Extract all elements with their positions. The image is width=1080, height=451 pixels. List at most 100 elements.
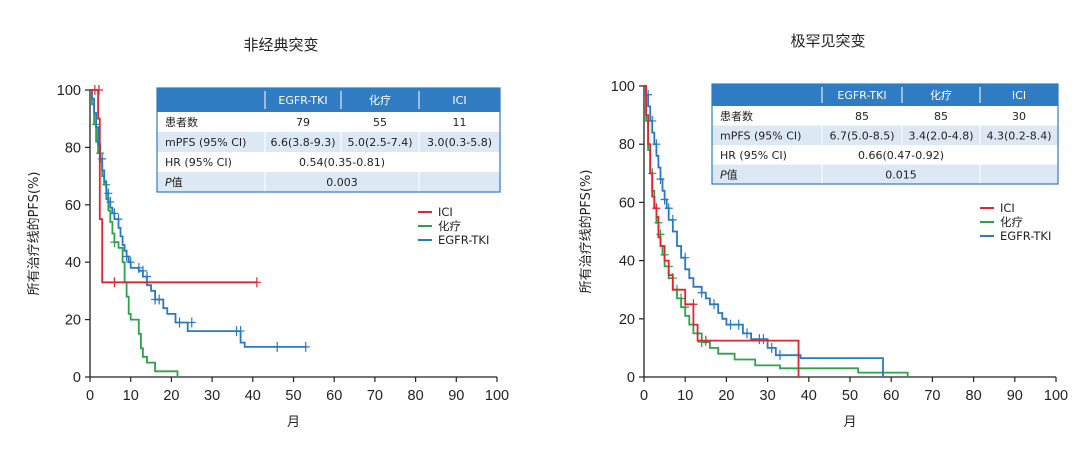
table-row-label: mPFS (95% CI)	[720, 129, 801, 142]
table-header-bg	[712, 84, 1058, 106]
censor-mark	[734, 319, 743, 330]
chart-panel-left: 非经典突变 0 10 20 30 40 50 60 70 80 90 100 0 20 40 60 80 100 月…	[26, 36, 509, 430]
table-cell: 85	[855, 110, 869, 123]
y-tick-label: 60	[65, 198, 81, 214]
table-header-cell: ICI	[452, 94, 466, 107]
table-header-cell: EGFR-TKI	[278, 94, 327, 107]
table-row-band	[157, 132, 500, 152]
censor-mark	[142, 271, 151, 282]
censor-mark	[138, 265, 147, 276]
x-tick-label: 20	[718, 388, 734, 404]
table-row-band	[712, 125, 1058, 145]
censor-mark	[126, 257, 135, 268]
censor-mark	[668, 214, 677, 225]
x-tick-label: 70	[367, 388, 383, 404]
table-header-cell: 化疗	[369, 93, 391, 107]
censor-mark	[648, 115, 657, 126]
table-row-label: 患者数	[720, 110, 753, 123]
table-cell: 6.7(5.0-8.5)	[829, 129, 894, 142]
x-tick-label: 10	[123, 388, 139, 404]
censor-mark	[122, 251, 131, 262]
table-header-bg	[157, 88, 500, 112]
x-tick-label: 0	[86, 388, 94, 404]
y-axis-label: 所有治疗线的PFS(%)	[26, 172, 42, 296]
y-axis-label: 所有治疗线的PFS(%)	[578, 170, 594, 294]
x-axis-label: 月	[843, 415, 856, 430]
x-tick-label: 50	[842, 388, 858, 404]
table-cell: 4.3(0.2-8.4)	[986, 129, 1051, 142]
censor-mark	[273, 341, 282, 352]
table-cell: 0.66(0.47-0.92)	[858, 149, 944, 162]
censor-mark	[652, 139, 661, 150]
censor-mark	[664, 203, 673, 214]
legend-label: EGFR-TKI	[1000, 229, 1051, 243]
y-tick-label: 80	[65, 140, 81, 156]
chart-title: 非经典突变	[243, 36, 318, 54]
table-border	[156, 87, 501, 193]
x-tick-label: 0	[640, 388, 648, 404]
legend-label: 化疗	[1000, 215, 1023, 229]
censor-mark	[710, 299, 719, 310]
y-tick-label: 100	[57, 83, 81, 99]
censor-mark	[114, 214, 123, 225]
table-header-cell: ICI	[1012, 89, 1026, 102]
y-tick-label: 40	[619, 254, 635, 270]
table-row-label: 患者数	[165, 116, 198, 129]
table-row-label: P值	[720, 168, 738, 181]
table-cell: 55	[373, 116, 387, 129]
censor-mark	[689, 299, 698, 310]
x-tick-label: 90	[448, 388, 464, 404]
table-cell: 0.54(0.35-0.81)	[299, 156, 385, 169]
censor-mark	[767, 342, 776, 353]
censor-mark	[301, 341, 310, 352]
y-tick-label: 20	[619, 312, 635, 328]
censor-mark	[94, 85, 103, 95]
censor-mark	[701, 335, 710, 346]
censor-mark	[697, 287, 706, 298]
censor-mark	[110, 237, 119, 248]
table-cell: 85	[934, 110, 948, 123]
table-row-label: HR (95% CI)	[165, 156, 232, 169]
x-tick-label: 70	[924, 388, 940, 404]
censor-mark	[681, 252, 690, 263]
table-row-band	[157, 172, 500, 192]
censor-mark	[660, 194, 669, 205]
x-axis-label: 月	[287, 415, 300, 430]
y-tick-label: 0	[627, 370, 635, 386]
y-tick-label: 20	[65, 313, 81, 329]
censor-mark	[677, 293, 686, 304]
table-row-label: HR (95% CI)	[720, 149, 787, 162]
table-cell: 79	[296, 116, 310, 129]
censor-mark	[656, 174, 665, 185]
censor-mark	[726, 319, 735, 330]
censor-mark	[759, 334, 768, 345]
censor-mark	[652, 203, 661, 214]
censor-mark	[236, 326, 245, 337]
censor-mark	[743, 328, 751, 339]
table-cell: 0.003	[326, 176, 358, 189]
table-cell: 3.0(0.3-5.8)	[427, 136, 492, 149]
x-tick-label: 60	[326, 388, 342, 404]
x-tick-label: 80	[408, 388, 424, 404]
chart-panel-right: 极罕见突变 0 10 20 30 40 50 60 70 80 90 100 0 20 40 60 80 100 月…	[578, 32, 1068, 430]
censor-mark	[134, 262, 143, 273]
y-tick-label: 80	[619, 137, 635, 153]
censor-mark	[106, 196, 115, 207]
censor-mark	[175, 317, 184, 328]
legend-label: EGFR-TKI	[438, 233, 489, 247]
censor-mark	[775, 350, 784, 361]
table-row-label: mPFS (95% CI)	[165, 136, 246, 149]
x-tick-label: 20	[163, 388, 179, 404]
x-tick-label: 90	[1007, 388, 1023, 404]
y-tick-label: 0	[73, 370, 81, 386]
table-row-label: P值	[165, 176, 183, 189]
x-tick-label: 40	[245, 388, 261, 404]
table-header-cell: 化疗	[930, 88, 952, 102]
chart-title: 极罕见突变	[790, 32, 865, 50]
y-tick-label: 60	[619, 195, 635, 211]
stats-table: EGFR-TKI 化疗 ICI 患者数 85 85 30 mPFS (95% CI) 6.7(5…	[711, 83, 1059, 185]
censor-mark	[155, 294, 164, 305]
stats-table: EGFR-TKI 化疗 ICI 患者数 79 55 11 mPFS (95% CI) 6.6(3…	[156, 87, 501, 193]
